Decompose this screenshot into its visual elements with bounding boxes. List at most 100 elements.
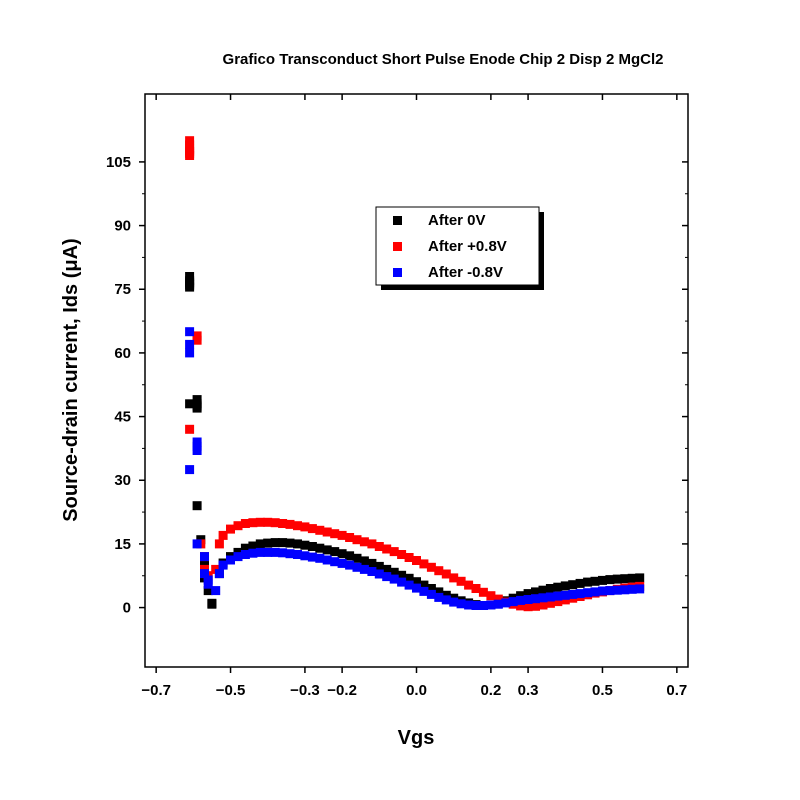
data-point	[248, 548, 258, 558]
x-tick-label: −0.5	[216, 682, 246, 699]
data-point	[367, 567, 377, 576]
x-tick-label: −0.7	[141, 682, 171, 699]
data-point	[397, 550, 407, 559]
data-point	[337, 558, 347, 568]
data-point	[214, 539, 224, 549]
data-point	[583, 588, 593, 598]
data-points-layer	[185, 136, 645, 612]
data-point	[270, 547, 280, 557]
data-point	[456, 576, 466, 586]
data-point	[352, 553, 362, 563]
data-point	[553, 591, 563, 601]
y-tick-label: 90	[114, 218, 131, 235]
data-point	[538, 600, 548, 610]
data-point	[426, 589, 436, 599]
data-point	[367, 558, 377, 568]
data-point	[538, 585, 548, 595]
data-point	[449, 573, 459, 583]
data-point	[263, 547, 273, 557]
data-point	[434, 587, 444, 597]
data-point	[248, 518, 258, 528]
data-point	[545, 592, 555, 602]
data-point	[523, 589, 533, 599]
data-point	[285, 519, 295, 529]
data-point	[553, 597, 563, 607]
data-point	[300, 551, 310, 561]
data-point	[185, 465, 195, 475]
y-tick-label: 60	[114, 345, 131, 362]
legend-marker	[393, 268, 402, 277]
x-tick-label: −0.2	[327, 682, 357, 699]
data-point	[516, 595, 526, 605]
y-tick-label: 0	[123, 600, 131, 617]
y-axis-ticks: 0 15 30 45 60 75 90 105	[106, 154, 688, 617]
data-point	[560, 581, 570, 591]
data-point	[441, 595, 451, 605]
data-point	[620, 585, 630, 595]
data-point	[300, 540, 310, 550]
data-point	[337, 549, 347, 559]
data-point	[278, 519, 288, 528]
data-point	[538, 593, 548, 603]
data-point	[270, 538, 280, 548]
data-point	[590, 587, 600, 597]
data-point	[192, 501, 202, 511]
data-point	[322, 555, 332, 565]
data-point	[330, 547, 340, 557]
data-point	[200, 552, 209, 562]
data-point	[434, 566, 444, 576]
data-point	[389, 567, 399, 577]
data-point	[560, 590, 570, 600]
data-point	[471, 584, 481, 593]
data-point	[185, 424, 195, 434]
data-point	[185, 399, 195, 409]
x-tick-label: 0.5	[592, 682, 613, 699]
data-point	[478, 601, 488, 610]
data-point	[635, 573, 645, 583]
chart-title: Grafico Transconduct Short Pulse Enode C…	[223, 51, 664, 68]
data-point	[226, 524, 235, 534]
data-point	[486, 600, 496, 610]
data-point	[226, 555, 235, 565]
data-point	[531, 601, 540, 611]
data-point	[185, 348, 195, 358]
x-tick-label: 0.3	[518, 682, 539, 699]
data-point	[345, 533, 355, 542]
data-point	[218, 530, 228, 540]
data-point	[315, 543, 325, 553]
data-point	[359, 556, 369, 566]
data-point	[545, 584, 555, 593]
data-point	[345, 551, 355, 561]
data-point	[471, 601, 481, 610]
data-point	[207, 599, 217, 609]
data-point	[293, 539, 302, 549]
data-point	[598, 575, 607, 585]
data-point	[248, 541, 258, 551]
data-point	[605, 575, 615, 585]
data-point	[307, 552, 317, 562]
data-point	[553, 582, 563, 592]
data-point	[270, 518, 280, 528]
data-point	[426, 562, 436, 572]
x-axis-label: Vgs	[398, 727, 435, 749]
data-point	[263, 538, 273, 548]
data-point	[382, 544, 392, 554]
data-point	[627, 573, 637, 583]
legend: After 0V After +0.8V After -0.8V	[375, 206, 544, 290]
data-point	[412, 577, 421, 587]
data-point	[404, 573, 414, 583]
data-point	[374, 561, 384, 571]
data-point	[419, 559, 429, 569]
data-point	[516, 591, 526, 601]
data-point	[412, 583, 421, 593]
legend-marker	[393, 242, 402, 251]
data-point	[434, 592, 444, 602]
data-point	[185, 282, 195, 292]
data-point	[192, 446, 202, 455]
y-tick-label: 105	[106, 154, 131, 171]
data-point	[218, 560, 228, 570]
legend-box	[375, 206, 540, 286]
data-point	[233, 521, 243, 531]
data-point	[374, 569, 384, 579]
